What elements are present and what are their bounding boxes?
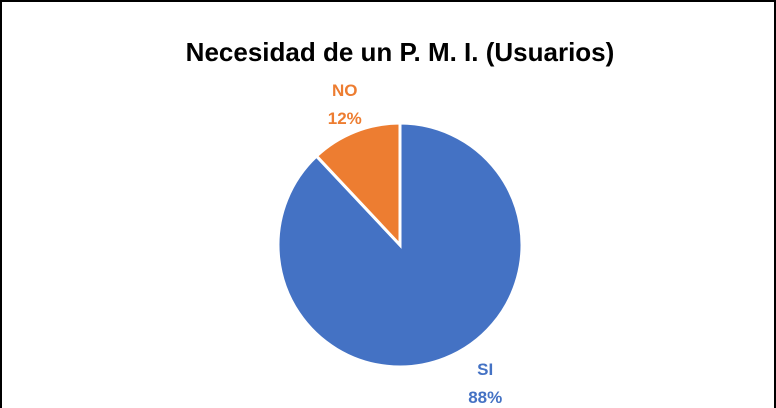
data-label-value: 88% (468, 388, 502, 407)
data-label-category: NO (332, 81, 358, 100)
chart-title: Necesidad de un P. M. I. (Usuarios) (186, 37, 615, 67)
data-label-value: 12% (328, 109, 362, 128)
data-label-category: SI (477, 360, 493, 379)
pie-slice (314, 121, 402, 249)
